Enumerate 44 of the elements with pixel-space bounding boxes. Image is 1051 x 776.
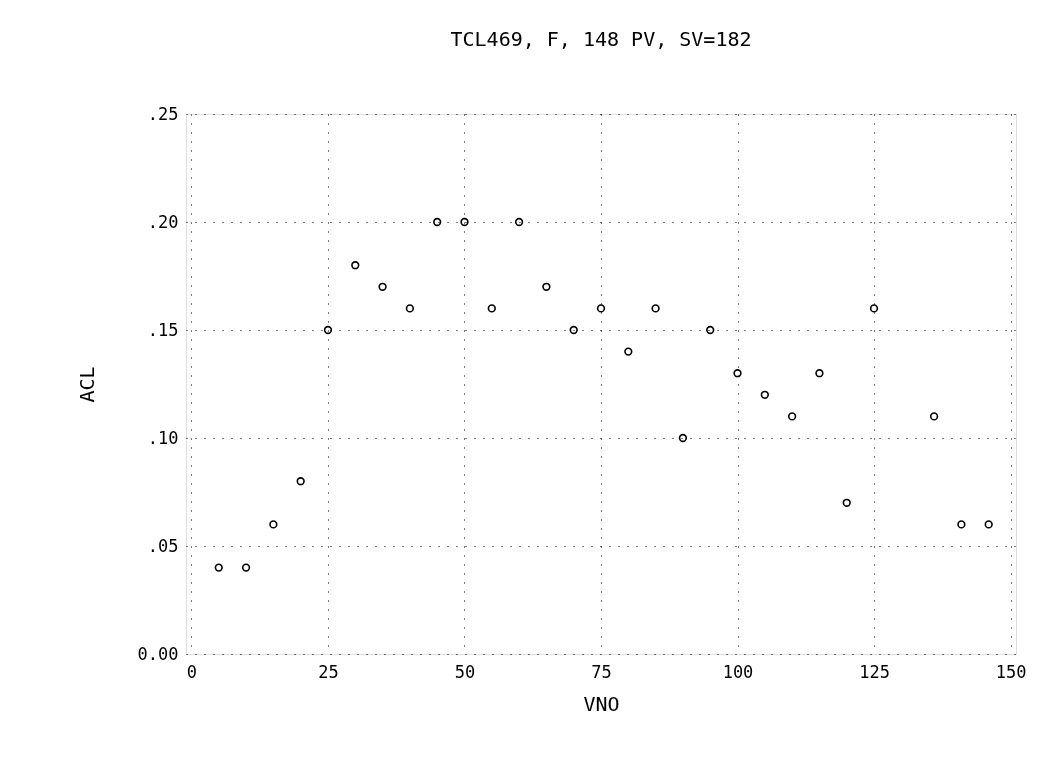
point	[651, 304, 660, 313]
chart-title: TCL469, F, 148 PV, SV=182	[450, 27, 752, 51]
point	[929, 412, 939, 421]
point	[842, 498, 851, 507]
point	[787, 412, 797, 421]
point	[241, 563, 251, 572]
x-tick-label: 150	[995, 661, 1027, 682]
x-tick-label: 50	[454, 661, 476, 682]
x-tick-label: 75	[591, 661, 612, 682]
point	[378, 282, 387, 291]
point	[323, 325, 333, 335]
y-tick-label: .10	[147, 427, 179, 448]
point	[760, 390, 769, 399]
x-tick-label: 100	[722, 661, 754, 682]
point	[460, 217, 469, 227]
point	[405, 304, 415, 313]
point	[869, 304, 879, 313]
point	[706, 325, 715, 335]
y-tick-label: .20	[147, 211, 179, 232]
y-axis-title: ACL	[74, 366, 99, 403]
point	[487, 304, 496, 313]
x-tick-label: 125	[859, 661, 890, 682]
point	[296, 477, 305, 486]
point	[733, 369, 742, 378]
point	[214, 563, 223, 572]
x-axis-title: VNO	[583, 691, 620, 716]
point	[351, 261, 360, 270]
y-tick-label: .05	[147, 535, 179, 556]
x-tick-label: 0	[186, 661, 198, 682]
y-tick-label: .25	[147, 103, 179, 124]
point	[269, 520, 278, 529]
point	[569, 325, 578, 335]
point	[957, 520, 966, 529]
y-tick-label: 0.00	[137, 643, 179, 664]
y-tick-label: .15	[147, 319, 179, 340]
point	[514, 217, 524, 227]
x-tick-label: 25	[318, 661, 339, 682]
point	[624, 347, 633, 356]
point	[433, 217, 442, 227]
point	[596, 304, 606, 313]
point	[542, 282, 551, 291]
point	[815, 369, 824, 378]
point	[678, 433, 688, 443]
point	[984, 520, 993, 529]
